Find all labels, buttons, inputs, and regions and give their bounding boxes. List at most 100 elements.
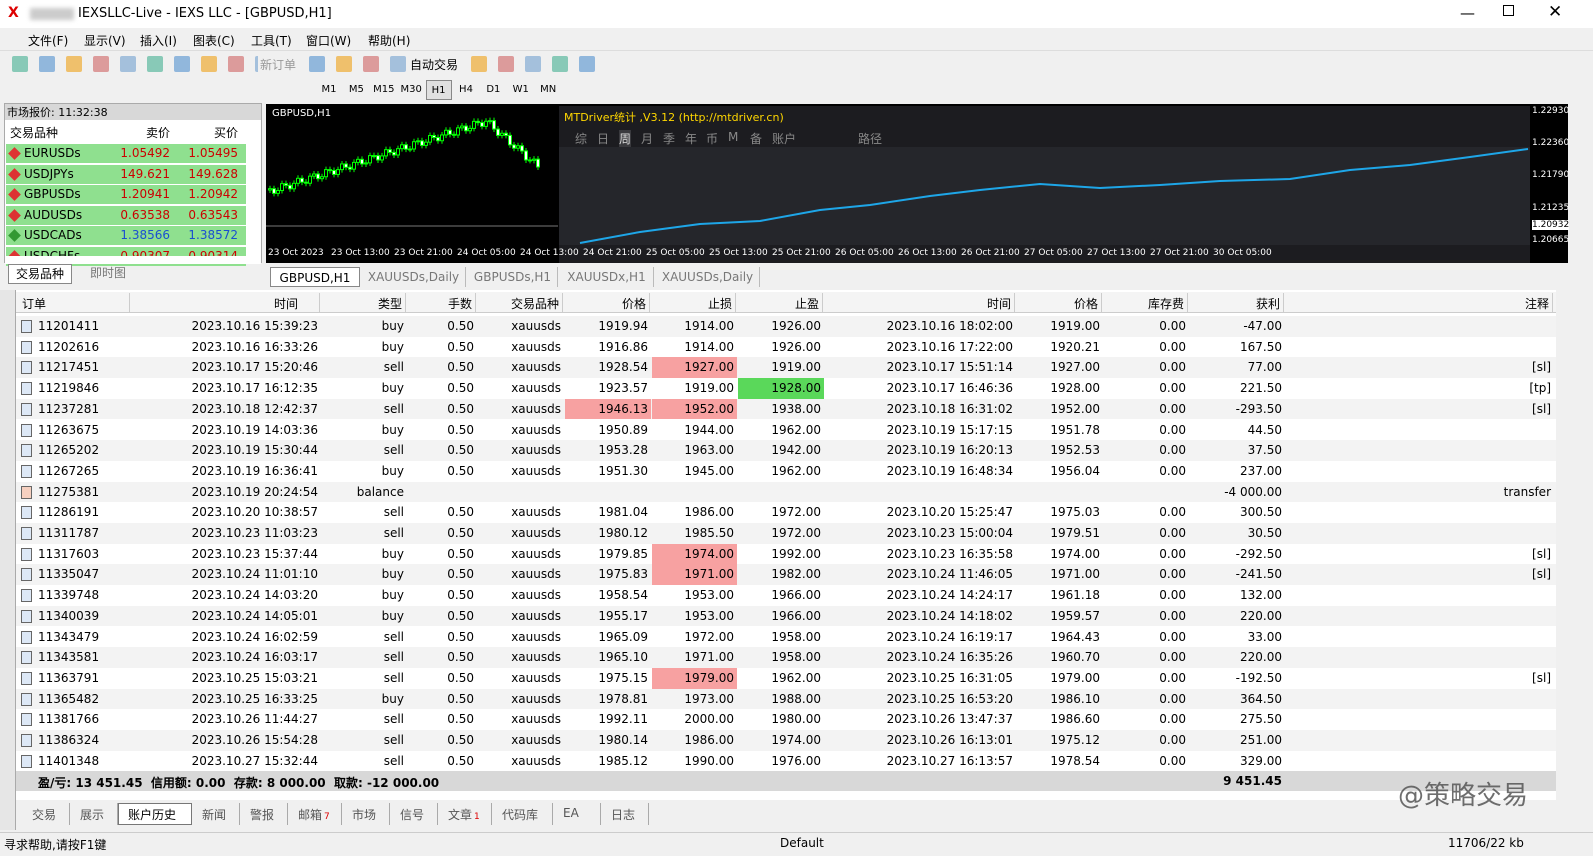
column-header[interactable]: 时间: [273, 297, 298, 311]
toolbar-icon[interactable]: [228, 56, 244, 72]
column-header[interactable]: 价格: [621, 297, 646, 311]
market-watch-tab[interactable]: 即时图: [89, 266, 126, 280]
toolbar-icon[interactable]: [498, 56, 514, 72]
toolbar-icon[interactable]: [66, 56, 82, 72]
indicator-tab[interactable]: 周: [619, 130, 632, 147]
timeframe-button[interactable]: H1: [425, 80, 452, 100]
chart-tab[interactable]: GBPUSD,H1: [270, 267, 360, 287]
toolbar-icon[interactable]: [147, 56, 163, 72]
indicator-tab[interactable]: 账户: [772, 132, 797, 146]
indicator-tab[interactable]: 路径: [858, 132, 883, 146]
bottom-tab-label[interactable]: 信号: [400, 808, 425, 822]
menu-item[interactable]: 文件(F): [28, 34, 69, 48]
column-header[interactable]: 类型: [377, 297, 402, 311]
bottom-tab[interactable]: [342, 803, 390, 825]
maximize-button[interactable]: [1503, 5, 1514, 16]
column-header[interactable]: 交易品种: [510, 297, 559, 311]
bottom-tab-label[interactable]: 账户历史: [128, 808, 177, 822]
indicator-tab[interactable]: 月: [641, 132, 654, 146]
toolbar-icon[interactable]: [174, 56, 190, 72]
timeframe-button[interactable]: M15: [373, 84, 395, 95]
menu-item[interactable]: 图表(C): [193, 34, 235, 48]
indicator-tab[interactable]: 币: [706, 132, 719, 146]
column-header[interactable]: 订单: [22, 297, 47, 311]
column-header[interactable]: 止盈: [794, 297, 819, 311]
table-cell: 11343479: [38, 629, 100, 644]
bottom-tab-label[interactable]: 展示: [80, 808, 105, 822]
menu-item[interactable]: 窗口(W): [306, 34, 352, 48]
column-header[interactable]: 库存费: [1147, 297, 1184, 311]
chart-tab[interactable]: XAUUSDs,Daily: [362, 267, 466, 287]
menu-item[interactable]: 插入(I): [140, 34, 177, 48]
timeframe-button[interactable]: M1: [321, 84, 337, 95]
timeframe-button[interactable]: M5: [348, 84, 364, 95]
bottom-tab[interactable]: [22, 803, 70, 825]
column-header[interactable]: 时间: [986, 297, 1011, 311]
indicator-tab[interactable]: M: [728, 130, 739, 144]
column-header[interactable]: 价格: [1073, 297, 1098, 311]
bottom-tab[interactable]: [390, 803, 438, 825]
chart-tab[interactable]: XAUUSDs,Daily: [656, 267, 760, 287]
toolbar-icon[interactable]: [579, 56, 595, 72]
new-order-button[interactable]: 新订单: [258, 56, 299, 73]
menu-item[interactable]: 工具(T): [251, 34, 292, 48]
bottom-tab[interactable]: [288, 803, 342, 825]
auto-trading-button[interactable]: 自动交易: [408, 56, 461, 73]
toolbar-icon[interactable]: [201, 56, 217, 72]
indicator-tab[interactable]: 年: [685, 132, 698, 146]
indicator-tab[interactable]: 综: [575, 132, 588, 146]
bottom-tab-label[interactable]: 文章: [448, 808, 473, 822]
close-button[interactable]: ✕: [1548, 2, 1563, 22]
table-cell: 11311787: [38, 526, 100, 540]
market-watch-tab[interactable]: 交易品种: [8, 264, 72, 284]
bottom-tab[interactable]: [118, 803, 192, 825]
bottom-tab[interactable]: [240, 803, 288, 825]
chart-tab[interactable]: GBPUSDs,H1: [468, 267, 558, 287]
indicator-tab[interactable]: 日: [597, 132, 610, 146]
toolbar-icon[interactable]: [471, 56, 487, 72]
indicator-tab[interactable]: 备: [750, 132, 763, 146]
toolbar-icon[interactable]: [120, 56, 136, 72]
chart-tab[interactable]: XAUUSDx,H1: [560, 267, 654, 287]
table-cell: 1974.00: [771, 733, 821, 747]
timeframe-button[interactable]: D1: [486, 84, 501, 95]
bottom-tab[interactable]: [601, 803, 649, 825]
toolbar-icon[interactable]: [552, 56, 568, 72]
bottom-tab[interactable]: [438, 803, 492, 825]
bottom-tab[interactable]: [553, 803, 601, 825]
table-cell: 1975.83: [598, 567, 648, 582]
timeframe-button[interactable]: MN: [540, 84, 557, 95]
column-header[interactable]: 止损: [707, 297, 732, 311]
toolbar-icon[interactable]: [12, 56, 28, 72]
toolbar-icon[interactable]: [363, 56, 379, 72]
toolbar-icon[interactable]: [525, 56, 541, 72]
bottom-tab[interactable]: [492, 803, 553, 825]
toolbar-icon[interactable]: [390, 56, 406, 72]
indicator-tab[interactable]: 季: [663, 132, 676, 146]
bottom-tab-label[interactable]: 市场: [352, 808, 377, 822]
bottom-tab[interactable]: [192, 803, 240, 825]
toolbar-icon[interactable]: [309, 56, 325, 72]
column-header[interactable]: 注释: [1524, 297, 1549, 311]
bottom-tab-label[interactable]: 邮箱: [298, 808, 323, 822]
menu-item[interactable]: 帮助(H): [368, 34, 411, 48]
timeframe-button[interactable]: M30: [400, 84, 422, 95]
bottom-tab-label[interactable]: 代码库: [502, 808, 539, 822]
bottom-tab-label[interactable]: 警报: [250, 808, 275, 822]
bottom-tab-label[interactable]: EA: [563, 806, 579, 820]
menu-item[interactable]: 显示(V): [84, 34, 126, 48]
quote-cell: EURUSDs: [24, 146, 81, 160]
column-header[interactable]: 手数: [447, 297, 472, 311]
timeframe-button[interactable]: H4: [459, 84, 473, 95]
bottom-tab[interactable]: [70, 803, 118, 825]
column-header[interactable]: 获利: [1255, 297, 1280, 311]
toolbar-icon[interactable]: [93, 56, 109, 72]
bottom-tab-label[interactable]: 日志: [611, 808, 636, 822]
bottom-tab-label[interactable]: 交易: [32, 808, 57, 822]
bottom-tab-label[interactable]: 新闻: [202, 808, 227, 822]
toolbar-icon[interactable]: [39, 56, 55, 72]
timeframe-button[interactable]: W1: [512, 84, 529, 95]
toolbar-icon[interactable]: [336, 56, 352, 72]
minimize-button[interactable]: —: [1460, 4, 1475, 22]
table-cell: xauusds: [511, 381, 561, 396]
